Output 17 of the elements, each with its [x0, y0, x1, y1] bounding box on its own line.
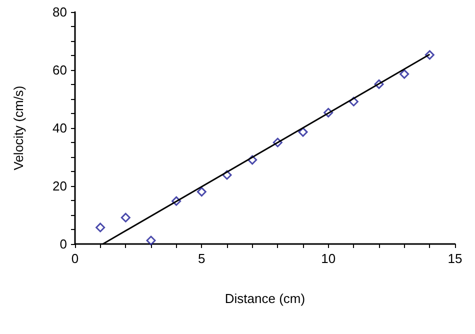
- y-tick-label: 40: [52, 120, 67, 136]
- x-tick-label: 0: [71, 251, 79, 266]
- y-tick-label: 80: [52, 4, 67, 20]
- x-tick-label: 10: [321, 251, 336, 266]
- point: [196, 187, 206, 197]
- x-tick-label: 5: [198, 251, 206, 266]
- point: [120, 212, 130, 222]
- y-tick-label: 60: [52, 62, 67, 78]
- point: [400, 69, 410, 79]
- x-tick-label: 15: [448, 251, 462, 266]
- point: [298, 127, 308, 137]
- point: [146, 236, 156, 246]
- x-axis-title: Distance (cm): [224, 291, 306, 306]
- y-tick-label: 20: [52, 178, 67, 194]
- point: [96, 222, 106, 232]
- y-axis-title: Velocity (cm/s): [11, 86, 26, 170]
- y-tick-label: 0: [60, 236, 67, 252]
